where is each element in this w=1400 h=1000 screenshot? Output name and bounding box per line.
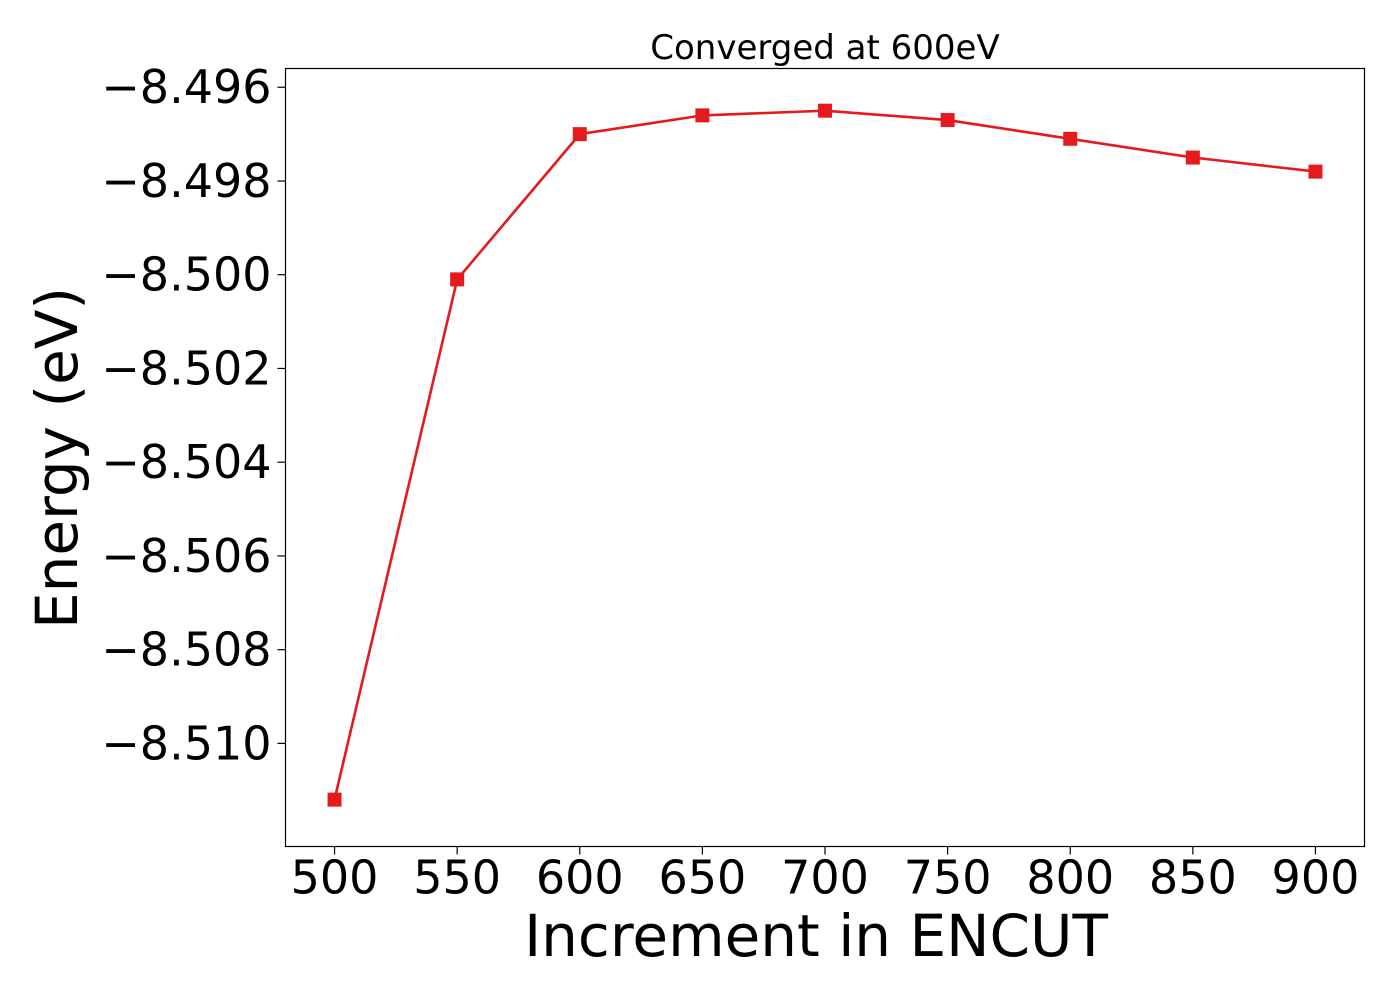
y-tick-label: −8.510 <box>101 716 271 770</box>
data-point-marker <box>1185 150 1200 165</box>
data-point-marker <box>327 792 342 807</box>
x-tick-label: 850 <box>1149 851 1237 905</box>
x-tick-label: 500 <box>291 851 379 905</box>
y-axis-label: Energy (eV) <box>23 287 91 629</box>
series-line <box>333 109 1316 800</box>
data-point-marker <box>572 127 587 142</box>
x-tick-label: 900 <box>1272 851 1360 905</box>
y-tick-label: −8.500 <box>101 248 271 302</box>
y-tick-label: −8.504 <box>101 435 271 489</box>
x-tick-label: 550 <box>413 851 501 905</box>
data-point-marker <box>1308 164 1323 179</box>
data-point-marker <box>818 103 832 118</box>
chart-title: Converged at 600eV <box>650 28 999 68</box>
x-tick-label: 650 <box>658 851 746 905</box>
x-tick-label: 800 <box>1026 851 1114 905</box>
data-point-marker <box>1063 131 1078 146</box>
plot-frame <box>284 67 1366 848</box>
data-point-marker <box>695 108 710 123</box>
data-point-marker <box>940 113 955 128</box>
x-tick-label: 600 <box>536 851 624 905</box>
y-tick-label: −8.498 <box>101 154 271 208</box>
y-tick-label: −8.506 <box>101 529 271 583</box>
data-point-marker <box>450 272 465 287</box>
y-tick-label: −8.508 <box>101 623 271 677</box>
y-tick-label: −8.502 <box>101 341 271 395</box>
x-tick-label: 700 <box>781 851 869 905</box>
x-tick-label: 750 <box>904 851 992 905</box>
y-tick-label: −8.496 <box>101 60 271 114</box>
x-axis-label: Increment in ENCUT <box>524 902 1108 970</box>
